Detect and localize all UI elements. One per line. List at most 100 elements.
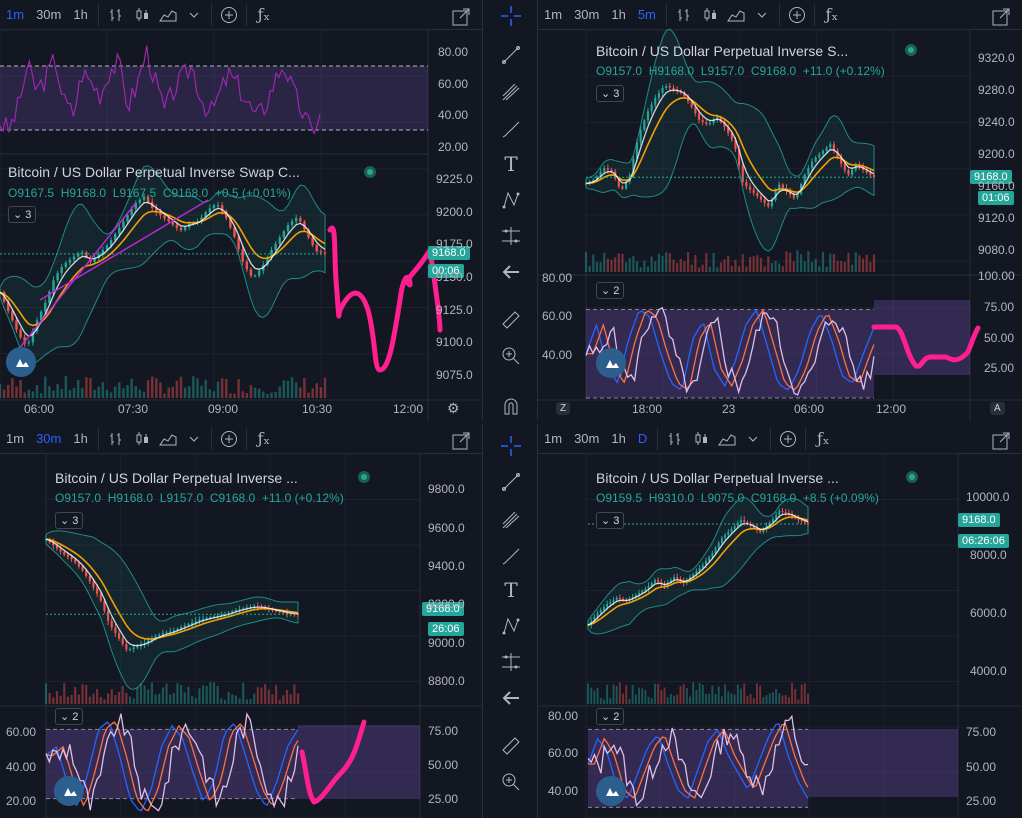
tf-30m[interactable]: 30m	[574, 7, 600, 22]
tf-1m[interactable]: 1m	[544, 7, 563, 22]
panel-bottom-left[interactable]: 1m 30m 1h ƒₓ Bitcoin / US Dollar Perpetu…	[0, 424, 482, 818]
ruler-icon[interactable]	[499, 734, 523, 758]
osc-indicator-badge[interactable]: ⌄ 2	[55, 708, 84, 725]
brush-icon[interactable]	[499, 117, 523, 141]
fx-icon[interactable]: ƒₓ	[816, 429, 830, 448]
volume-bar	[840, 261, 843, 272]
add-indicator-icon[interactable]	[216, 426, 242, 452]
indicator-badge[interactable]: ⌄ 3	[596, 512, 625, 529]
panel-top-left[interactable]: 1m 30m 1h ƒₓ Bitcoin / US Dollar Perpetu…	[0, 0, 482, 420]
tf-1h[interactable]: 1h	[73, 7, 88, 22]
chart-area[interactable]	[538, 28, 1022, 420]
bar-style-icon[interactable]	[671, 2, 697, 28]
back-arrow-icon[interactable]	[499, 686, 523, 710]
pitchfork-icon[interactable]	[499, 508, 523, 532]
volume-bar	[72, 388, 76, 398]
chart-area[interactable]	[0, 29, 482, 420]
candle-body	[183, 227, 187, 231]
indicator-badge[interactable]: ⌄ 3	[55, 512, 84, 529]
tf-1h[interactable]: 1h	[73, 431, 88, 446]
candle-body	[266, 257, 269, 265]
pitchfork-icon[interactable]	[499, 80, 523, 104]
volume-bar	[134, 386, 137, 398]
chevron-down-icon[interactable]	[749, 2, 775, 28]
expand-icon[interactable]	[448, 428, 474, 454]
ruler-icon[interactable]	[499, 308, 523, 332]
candles-icon[interactable]	[129, 426, 155, 452]
magnet-icon[interactable]	[499, 394, 523, 418]
bar-style-icon[interactable]	[103, 2, 129, 28]
osc-indicator-badge[interactable]: ⌄ 2	[596, 282, 625, 299]
projection-icon[interactable]	[499, 650, 523, 674]
chart-area[interactable]	[0, 453, 482, 818]
area-chart-icon[interactable]	[155, 2, 181, 28]
chevron-down-icon[interactable]	[740, 426, 766, 452]
tf-1h[interactable]: 1h	[611, 7, 626, 22]
tf-1m[interactable]: 1m	[6, 431, 25, 446]
candles-icon[interactable]	[129, 2, 155, 28]
area-chart-icon[interactable]	[723, 2, 749, 28]
volume-bar	[708, 266, 712, 272]
tf-1h[interactable]: 1h	[611, 431, 626, 446]
chevron-down-icon[interactable]	[181, 2, 207, 28]
chart-area[interactable]	[538, 453, 1022, 818]
add-indicator-icon[interactable]	[216, 2, 242, 28]
tradingview-logo[interactable]	[596, 776, 626, 806]
pattern-icon[interactable]	[499, 188, 523, 212]
back-arrow-icon[interactable]	[499, 260, 523, 284]
trend-line-icon[interactable]	[499, 43, 523, 67]
trend-line-icon[interactable]	[499, 470, 523, 494]
tf-5m[interactable]: 5m	[637, 7, 656, 22]
text-icon[interactable]: T	[504, 152, 518, 176]
candles-icon[interactable]	[688, 426, 714, 452]
projection-icon[interactable]	[499, 224, 523, 248]
candles-icon[interactable]	[697, 2, 723, 28]
indicator-badge[interactable]: ⌄ 3	[8, 206, 37, 223]
candle-body	[77, 562, 80, 567]
tradingview-logo[interactable]	[6, 347, 36, 377]
candle-body	[278, 611, 281, 613]
panel-top-right[interactable]: 1m 30m 1h 5m ƒₓ Bitcoin / US Dollar Perp…	[538, 0, 1022, 420]
tradingview-logo[interactable]	[596, 348, 626, 378]
candle-body	[832, 144, 835, 151]
brush-icon[interactable]	[499, 544, 523, 568]
fx-icon[interactable]: ƒₓ	[257, 429, 271, 448]
tf-30m[interactable]: 30m	[36, 431, 62, 446]
tf-30m[interactable]: 30m	[36, 7, 62, 22]
zoom-in-icon[interactable]	[499, 770, 523, 794]
add-indicator-icon[interactable]	[775, 426, 801, 452]
volume-bar	[63, 683, 66, 704]
tf-30m[interactable]: 30m	[574, 431, 600, 446]
bar-style-icon[interactable]	[103, 426, 129, 452]
pattern-icon[interactable]	[499, 614, 523, 638]
log-scale-toggle[interactable]: Z	[556, 402, 571, 415]
text-icon[interactable]: T	[504, 578, 518, 602]
tf-1m[interactable]: 1m	[544, 431, 563, 446]
fast-average	[45, 538, 299, 647]
crosshair-icon[interactable]	[499, 4, 523, 28]
auto-scale-toggle[interactable]: A	[990, 402, 1005, 415]
crosshair-icon[interactable]	[499, 434, 523, 458]
volume-bar	[631, 684, 634, 704]
tradingview-logo[interactable]	[54, 776, 84, 806]
volume-bar	[738, 266, 741, 272]
fx-icon[interactable]: ƒₓ	[825, 5, 839, 24]
tf-d[interactable]: D	[637, 431, 648, 446]
fx-icon[interactable]: ƒₓ	[257, 5, 271, 24]
candle-body	[631, 597, 634, 599]
area-chart-icon[interactable]	[714, 426, 740, 452]
area-chart-icon[interactable]	[155, 426, 181, 452]
bar-style-icon[interactable]	[662, 426, 688, 452]
expand-icon[interactable]	[988, 4, 1014, 30]
panel-bottom-right[interactable]: 1m 30m 1h D ƒₓ Bitcoin / US Dollar Perpe…	[538, 424, 1022, 818]
chevron-down-icon[interactable]	[181, 426, 207, 452]
expand-icon[interactable]	[448, 4, 474, 30]
indicator-badge[interactable]: ⌄ 3	[596, 85, 625, 102]
osc-indicator-badge[interactable]: ⌄ 2	[596, 708, 625, 725]
expand-icon[interactable]	[988, 428, 1014, 454]
tf-1m[interactable]: 1m	[6, 7, 25, 22]
osc-line	[45, 721, 299, 812]
settings-gear-icon[interactable]: ⚙	[447, 400, 460, 416]
zoom-in-icon[interactable]	[499, 344, 523, 368]
add-indicator-icon[interactable]	[784, 2, 810, 28]
